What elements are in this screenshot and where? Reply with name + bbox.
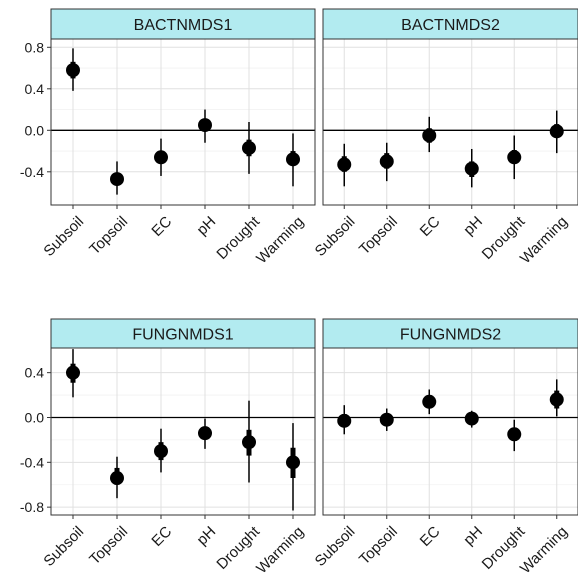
estimate-point xyxy=(154,150,168,165)
x-tick-label: Subsoil xyxy=(40,523,87,570)
plot-background xyxy=(323,39,578,205)
point-range-subsoil xyxy=(66,349,80,398)
estimate-point xyxy=(242,140,256,155)
plot-background xyxy=(51,348,315,515)
estimate-point xyxy=(286,152,300,167)
point-range-drought xyxy=(507,419,522,452)
facet-title: FUNGNMDS1 xyxy=(132,327,233,344)
facet-strip xyxy=(322,318,578,349)
estimate-point xyxy=(422,128,437,143)
point-range-subsoil xyxy=(337,405,352,435)
point-range-ec xyxy=(422,116,437,153)
point-range-topsoil xyxy=(379,408,394,431)
x-tick-label: Warming xyxy=(517,523,571,577)
estimate-point xyxy=(198,426,212,441)
estimate-point xyxy=(337,413,352,428)
estimate-point xyxy=(549,392,564,407)
point-range-ec xyxy=(154,428,168,473)
x-tick-label: EC xyxy=(148,523,175,550)
estimate-point xyxy=(337,157,352,172)
y-tick-label: 0.0 xyxy=(25,409,45,425)
estimate-point xyxy=(507,150,522,165)
point-range-warming xyxy=(549,379,564,417)
x-tick-label: Warming xyxy=(517,213,571,267)
estimate-point xyxy=(110,172,124,187)
x-tick-label: EC xyxy=(148,213,175,240)
estimate-point xyxy=(464,411,479,426)
x-tick-label: pH xyxy=(194,523,220,549)
facet-title: BACTNMDS1 xyxy=(134,17,233,34)
x-tick-label: Warming xyxy=(253,213,307,267)
estimate-point xyxy=(66,63,80,78)
plot-background xyxy=(323,348,578,515)
point-range-warming xyxy=(549,110,564,154)
x-tick-label: Topsoil xyxy=(86,213,131,258)
facet-title: FUNGNMDS2 xyxy=(400,327,501,344)
point-range-topsoil xyxy=(110,161,124,195)
x-tick-label: Warming xyxy=(253,523,307,577)
facet-strip xyxy=(50,8,316,40)
point-range-subsoil xyxy=(337,143,352,187)
point-range-warming xyxy=(286,133,300,187)
point-range-warming xyxy=(286,423,300,511)
point-range-ph xyxy=(464,410,479,428)
x-tick-label: Topsoil xyxy=(86,523,131,568)
point-range-topsoil xyxy=(110,456,124,499)
y-tick-label: -0.8 xyxy=(20,499,44,515)
y-tick-label: 0.4 xyxy=(25,81,45,97)
x-tick-label: pH xyxy=(194,213,220,239)
estimate-point xyxy=(198,118,212,133)
estimate-point xyxy=(379,412,394,427)
x-tick-label: Subsoil xyxy=(312,523,359,570)
point-range-topsoil xyxy=(379,142,394,182)
x-tick-label: Topsoil xyxy=(356,213,401,258)
estimate-point xyxy=(66,365,80,380)
x-tick-label: pH xyxy=(460,523,486,549)
estimate-point xyxy=(422,394,437,409)
facet-strip xyxy=(50,318,316,349)
y-tick-label: 0.4 xyxy=(25,365,45,381)
estimate-point xyxy=(507,427,522,442)
facet-title: BACTNMDS2 xyxy=(401,17,500,34)
point-range-drought xyxy=(242,400,256,483)
estimate-point xyxy=(549,124,564,139)
point-range-subsoil xyxy=(66,48,80,91)
x-tick-label: EC xyxy=(417,213,444,240)
estimate-point xyxy=(464,161,479,176)
point-range-drought xyxy=(507,135,522,180)
point-range-ph xyxy=(464,148,479,188)
facet-strip xyxy=(322,8,578,40)
x-tick-label: Topsoil xyxy=(356,523,401,568)
y-tick-label: -0.4 xyxy=(20,454,44,470)
point-range-ph xyxy=(198,109,212,143)
estimate-point xyxy=(379,154,394,169)
x-tick-label: pH xyxy=(460,213,486,239)
x-tick-label: Subsoil xyxy=(40,213,87,260)
estimate-point xyxy=(110,471,124,486)
estimate-point xyxy=(286,455,300,470)
point-range-ph xyxy=(198,418,212,449)
y-tick-label: 0.8 xyxy=(25,39,45,55)
y-tick-label: -0.4 xyxy=(20,164,44,180)
plot-background xyxy=(51,39,315,205)
point-range-ec xyxy=(154,138,168,176)
x-tick-label: EC xyxy=(417,523,444,550)
x-tick-label: Subsoil xyxy=(312,213,359,260)
point-range-drought xyxy=(242,122,256,174)
y-tick-label: 0.0 xyxy=(25,122,45,138)
estimate-point xyxy=(242,435,256,450)
point-range-ec xyxy=(422,389,437,415)
estimate-point xyxy=(154,444,168,459)
